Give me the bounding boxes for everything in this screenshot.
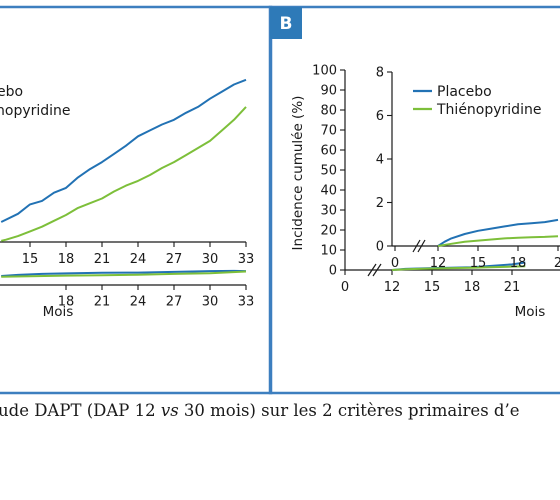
panel-b-inset-lines [437, 218, 559, 247]
panel-b-y-tick-label: 60 [320, 144, 337, 159]
panel-b-x-tick-label: 12 [384, 280, 401, 295]
panel-b-y-tick-label: 20 [320, 224, 337, 239]
panel-b-x-tick-label: 21 [504, 280, 521, 295]
panel-a-x-axis-label: Mois [43, 304, 74, 320]
panel-a-lower-tick-label: 21 [94, 295, 111, 310]
panel-a-upper-tick-label: 27 [166, 252, 183, 267]
panel-b-frame [268, 5, 560, 395]
panel-a-upper-tick-label: 33 [238, 252, 255, 267]
panel-b-x-axis-label: Mois [515, 304, 546, 320]
panel-a-legend-label-placebo: ebo [0, 84, 23, 100]
panel-a-lower-placebo-line [1, 269, 247, 277]
caption-text-vs: vs [160, 401, 179, 420]
panel-b-axis-break-mark [372, 263, 382, 277]
panel-a-upper-tick-label: 18 [58, 252, 75, 267]
panel-b-axis-break-mark [367, 263, 377, 277]
figure-caption: ude DAPT (DAP 12 vs 30 mois) sur les 2 c… [0, 401, 519, 420]
panel-b-y-tick-label: 30 [320, 204, 337, 219]
panel-b-x-tick-label: 18 [464, 280, 481, 295]
panel-b-x-ticks: 0 12 15 18 21 [341, 270, 520, 295]
panel-b-inset-placebo-line [437, 218, 559, 247]
panel-b-y-tick-label: 80 [320, 104, 337, 119]
panel-b-y-tick-label: 0 [329, 264, 337, 279]
panel-b-badge [270, 7, 302, 39]
panel-b-inset-x-ticks: 0 12 15 18 2 [391, 246, 560, 271]
panel-a-lower-tick-label: 24 [130, 295, 147, 310]
panel-b-y-tick-label: 50 [320, 164, 337, 179]
panel-b-inset-axis-break-mark [412, 239, 421, 253]
caption-text-pre: ude DAPT (DAP 12 [0, 401, 161, 420]
panel-b-inset-x-tick-label: 12 [430, 256, 447, 271]
panel-b-inset-x-tick-label: 18 [510, 256, 527, 271]
panel-b-x-tick-label: 15 [424, 280, 441, 295]
panel-b-legend-label-thieno: Thiénopyridine [436, 102, 541, 118]
panel-a-lower-ticks: 18 21 24 27 30 33 [58, 285, 255, 310]
panel-a-upper-tick-label: 15 [22, 252, 39, 267]
panel-a-upper-thieno-line [0, 106, 247, 242]
panel-a-legend-label-thieno: nopyridine [0, 103, 71, 119]
panel-b-inset-y-tick-label: 2 [376, 196, 384, 211]
panel-a-lower-tick-label: 27 [166, 295, 183, 310]
panel-b-y-tick-label: 100 [312, 64, 337, 79]
panel-b-inset-thieno-line [437, 235, 559, 247]
panel-b-x-tick-label: 0 [341, 280, 349, 295]
panel-a-upper-ticks: 15 18 21 24 27 30 33 [22, 242, 255, 267]
panel-a-upper-tick-label: 30 [202, 252, 219, 267]
panel-b-inset-y-tick-label: 8 [376, 66, 384, 81]
panel-b-inset-y-tick-label: 0 [376, 240, 384, 255]
panel-b-legend-label-placebo: Placebo [437, 84, 492, 100]
panel-a-upper-tick-label: 24 [130, 252, 147, 267]
panel-a-lower-tick-label: 30 [202, 295, 219, 310]
panel-a-upper-placebo-line [0, 78, 247, 223]
panel-b-y-tick-label: 40 [320, 184, 337, 199]
panel-b-y-tick-label: 10 [320, 244, 337, 259]
panel-b-inset-x-tick-label: 2 [554, 256, 560, 271]
panel-b-y-tick-label: 90 [320, 84, 337, 99]
caption-text-post: 30 mois) sur les 2 critères primaires d’… [178, 401, 520, 420]
panel-a-lower-lines [1, 269, 247, 278]
panel-a-upper-lines [0, 78, 247, 242]
panel-b-y-tick-label: 70 [320, 124, 337, 139]
panel-b-inset-y-ticks: 8 6 4 2 0 [376, 66, 392, 255]
panel-a-lower-tick-label: 33 [238, 295, 255, 310]
panel-a: 15 18 21 24 27 30 33 18 21 24 27 30 33 Mois ebo nop… [0, 78, 255, 320]
panel-a-lower-thieno-line [1, 270, 247, 278]
panel-a-frame [0, 5, 273, 395]
panel-b-main-lines [391, 261, 526, 271]
panel-b-y-axis-label: Incidence cumulée (%) [290, 96, 306, 251]
panel-b-inset-x-tick-label: 0 [391, 256, 399, 271]
panel-a-lower-tick-label: 18 [58, 295, 75, 310]
panel-b-badge-label: B [280, 14, 293, 34]
panel-b-inset-axis-break-mark [417, 239, 426, 253]
panel-a-upper-tick-label: 21 [94, 252, 111, 267]
panel-b-main-thieno-line [391, 265, 526, 271]
panel-b-inset-x-tick-label: 15 [470, 256, 487, 271]
panel-b-inset-y-tick-label: 6 [376, 109, 384, 124]
panel-b-inset-y-tick-label: 4 [376, 153, 384, 168]
panel-b: Incidence cumulée (%) 100908070605040302… [290, 64, 560, 320]
